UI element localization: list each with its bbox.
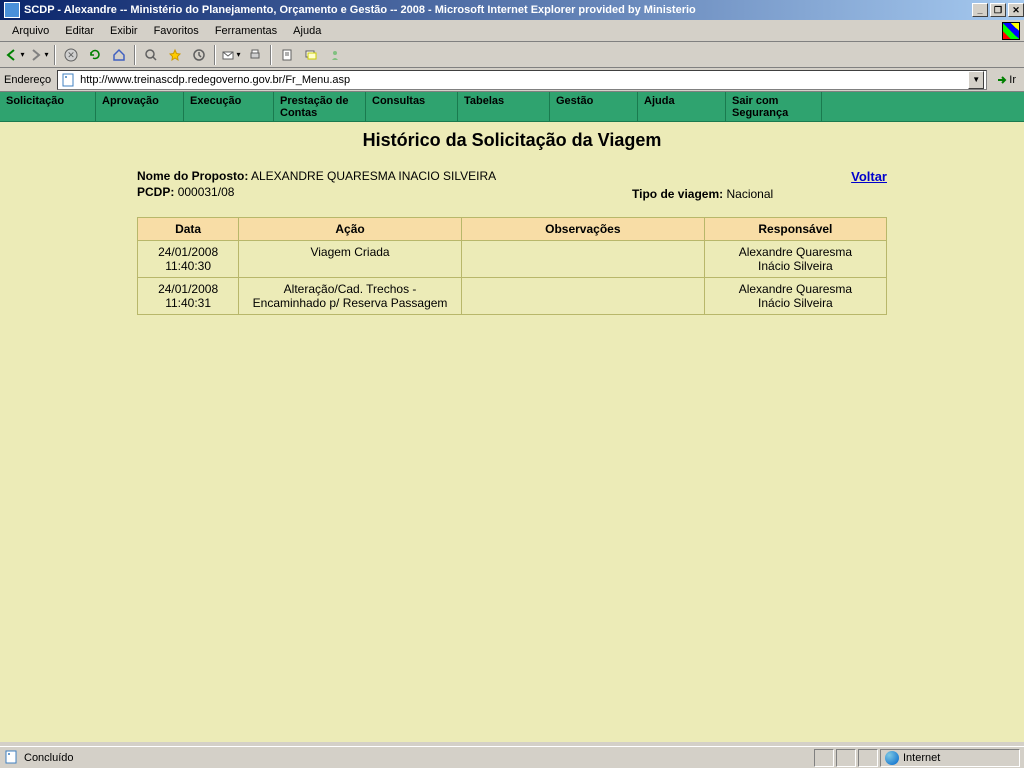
window-title: SCDP - Alexandre -- Ministério do Planej… <box>24 4 970 16</box>
nav-aprovacao[interactable]: Aprovação <box>96 92 184 121</box>
discuss-button[interactable] <box>300 44 322 66</box>
home-button[interactable] <box>108 44 130 66</box>
go-button[interactable]: Ir <box>991 71 1020 89</box>
maximize-button[interactable]: ❐ <box>990 3 1006 17</box>
cell-resp: Alexandre Quaresma Inácio Silveira <box>704 241 886 278</box>
th-acao: Ação <box>239 218 462 241</box>
go-icon <box>995 73 1009 87</box>
window-titlebar: SCDP - Alexandre -- Ministério do Planej… <box>0 0 1024 20</box>
status-text: Concluído <box>24 752 74 764</box>
nav-tabelas[interactable]: Tabelas <box>458 92 550 121</box>
toolbar: ▾ ▾ ✕ ▾ <box>0 42 1024 68</box>
print-button[interactable] <box>244 44 266 66</box>
addressbar: Endereço http://www.treinascdp.redegover… <box>0 68 1024 92</box>
nav-consultas[interactable]: Consultas <box>366 92 458 121</box>
table-row: 24/01/2008 11:40:31 Alteração/Cad. Trech… <box>138 278 887 315</box>
th-resp: Responsável <box>704 218 886 241</box>
cell-acao: Alteração/Cad. Trechos - Encaminhado p/ … <box>239 278 462 315</box>
zone-text: Internet <box>903 752 940 764</box>
cell-data: 24/01/2008 11:40:30 <box>138 241 239 278</box>
internet-zone-icon <box>885 751 899 765</box>
th-obs: Observações <box>461 218 704 241</box>
mail-button[interactable]: ▾ <box>220 44 242 66</box>
address-dropdown[interactable]: ▼ <box>968 71 984 89</box>
menubar: Arquivo Editar Exibir Favoritos Ferramen… <box>0 20 1024 42</box>
info-block: Nome do Proposto: ALEXANDRE QUARESMA INA… <box>137 169 887 199</box>
go-label: Ir <box>1009 74 1016 86</box>
menu-arquivo[interactable]: Arquivo <box>4 23 57 39</box>
address-input-container: http://www.treinascdp.redegoverno.gov.br… <box>57 70 987 90</box>
cell-data: 24/01/2008 11:40:31 <box>138 278 239 315</box>
window-controls: _ ❐ ✕ <box>970 3 1024 17</box>
edit-button[interactable] <box>276 44 298 66</box>
refresh-button[interactable] <box>84 44 106 66</box>
history-button[interactable] <box>188 44 210 66</box>
close-button[interactable]: ✕ <box>1008 3 1024 17</box>
favorites-button[interactable] <box>164 44 186 66</box>
app-icon <box>4 2 20 18</box>
history-table: Data Ação Observações Responsável 24/01/… <box>137 217 887 315</box>
cell-obs <box>461 241 704 278</box>
nome-value: ALEXANDRE QUARESMA INACIO SILVEIRA <box>251 169 496 183</box>
table-row: 24/01/2008 11:40:30 Viagem Criada Alexan… <box>138 241 887 278</box>
back-button[interactable]: ▾ <box>4 44 26 66</box>
address-label: Endereço <box>4 74 51 86</box>
cell-acao: Viagem Criada <box>239 241 462 278</box>
th-data: Data <box>138 218 239 241</box>
cell-obs <box>461 278 704 315</box>
nav-prestacao[interactable]: Prestação de Contas <box>274 92 366 121</box>
menu-exibir[interactable]: Exibir <box>102 23 146 39</box>
content-area: Histórico da Solicitação da Viagem Nome … <box>0 122 1024 742</box>
status-pane <box>814 749 834 767</box>
security-zone: Internet <box>880 749 1020 767</box>
voltar-link[interactable]: Voltar <box>851 169 887 184</box>
menu-favoritos[interactable]: Favoritos <box>146 23 207 39</box>
pcdp-value: 000031/08 <box>178 185 235 199</box>
forward-button[interactable]: ▾ <box>28 44 50 66</box>
menu-ajuda[interactable]: Ajuda <box>285 23 329 39</box>
nome-label: Nome do Proposto: <box>137 169 248 183</box>
main-nav: Solicitação Aprovação Execução Prestação… <box>0 92 1024 122</box>
windows-logo-icon <box>1002 22 1020 40</box>
tipo-label: Tipo de viagem: <box>632 187 723 201</box>
minimize-button[interactable]: _ <box>972 3 988 17</box>
stop-button[interactable]: ✕ <box>60 44 82 66</box>
statusbar: Concluído Internet <box>0 746 1024 768</box>
nav-solicitacao[interactable]: Solicitação <box>0 92 96 121</box>
status-pane <box>858 749 878 767</box>
messenger-button[interactable] <box>324 44 346 66</box>
nav-sair[interactable]: Sair com Segurança <box>726 92 822 121</box>
cell-resp: Alexandre Quaresma Inácio Silveira <box>704 278 886 315</box>
menu-editar[interactable]: Editar <box>57 23 102 39</box>
svg-text:✕: ✕ <box>67 50 75 60</box>
address-url[interactable]: http://www.treinascdp.redegoverno.gov.br… <box>80 74 968 86</box>
nav-gestao[interactable]: Gestão <box>550 92 638 121</box>
page-title: Histórico da Solicitação da Viagem <box>0 130 1024 151</box>
pcdp-label: PCDP: <box>137 185 174 199</box>
nav-execucao[interactable]: Execução <box>184 92 274 121</box>
nav-ajuda[interactable]: Ajuda <box>638 92 726 121</box>
tipo-value: Nacional <box>726 187 773 201</box>
status-pane <box>836 749 856 767</box>
search-button[interactable] <box>140 44 162 66</box>
status-done-icon <box>4 750 20 766</box>
page-icon <box>60 72 76 88</box>
menu-ferramentas[interactable]: Ferramentas <box>207 23 285 39</box>
